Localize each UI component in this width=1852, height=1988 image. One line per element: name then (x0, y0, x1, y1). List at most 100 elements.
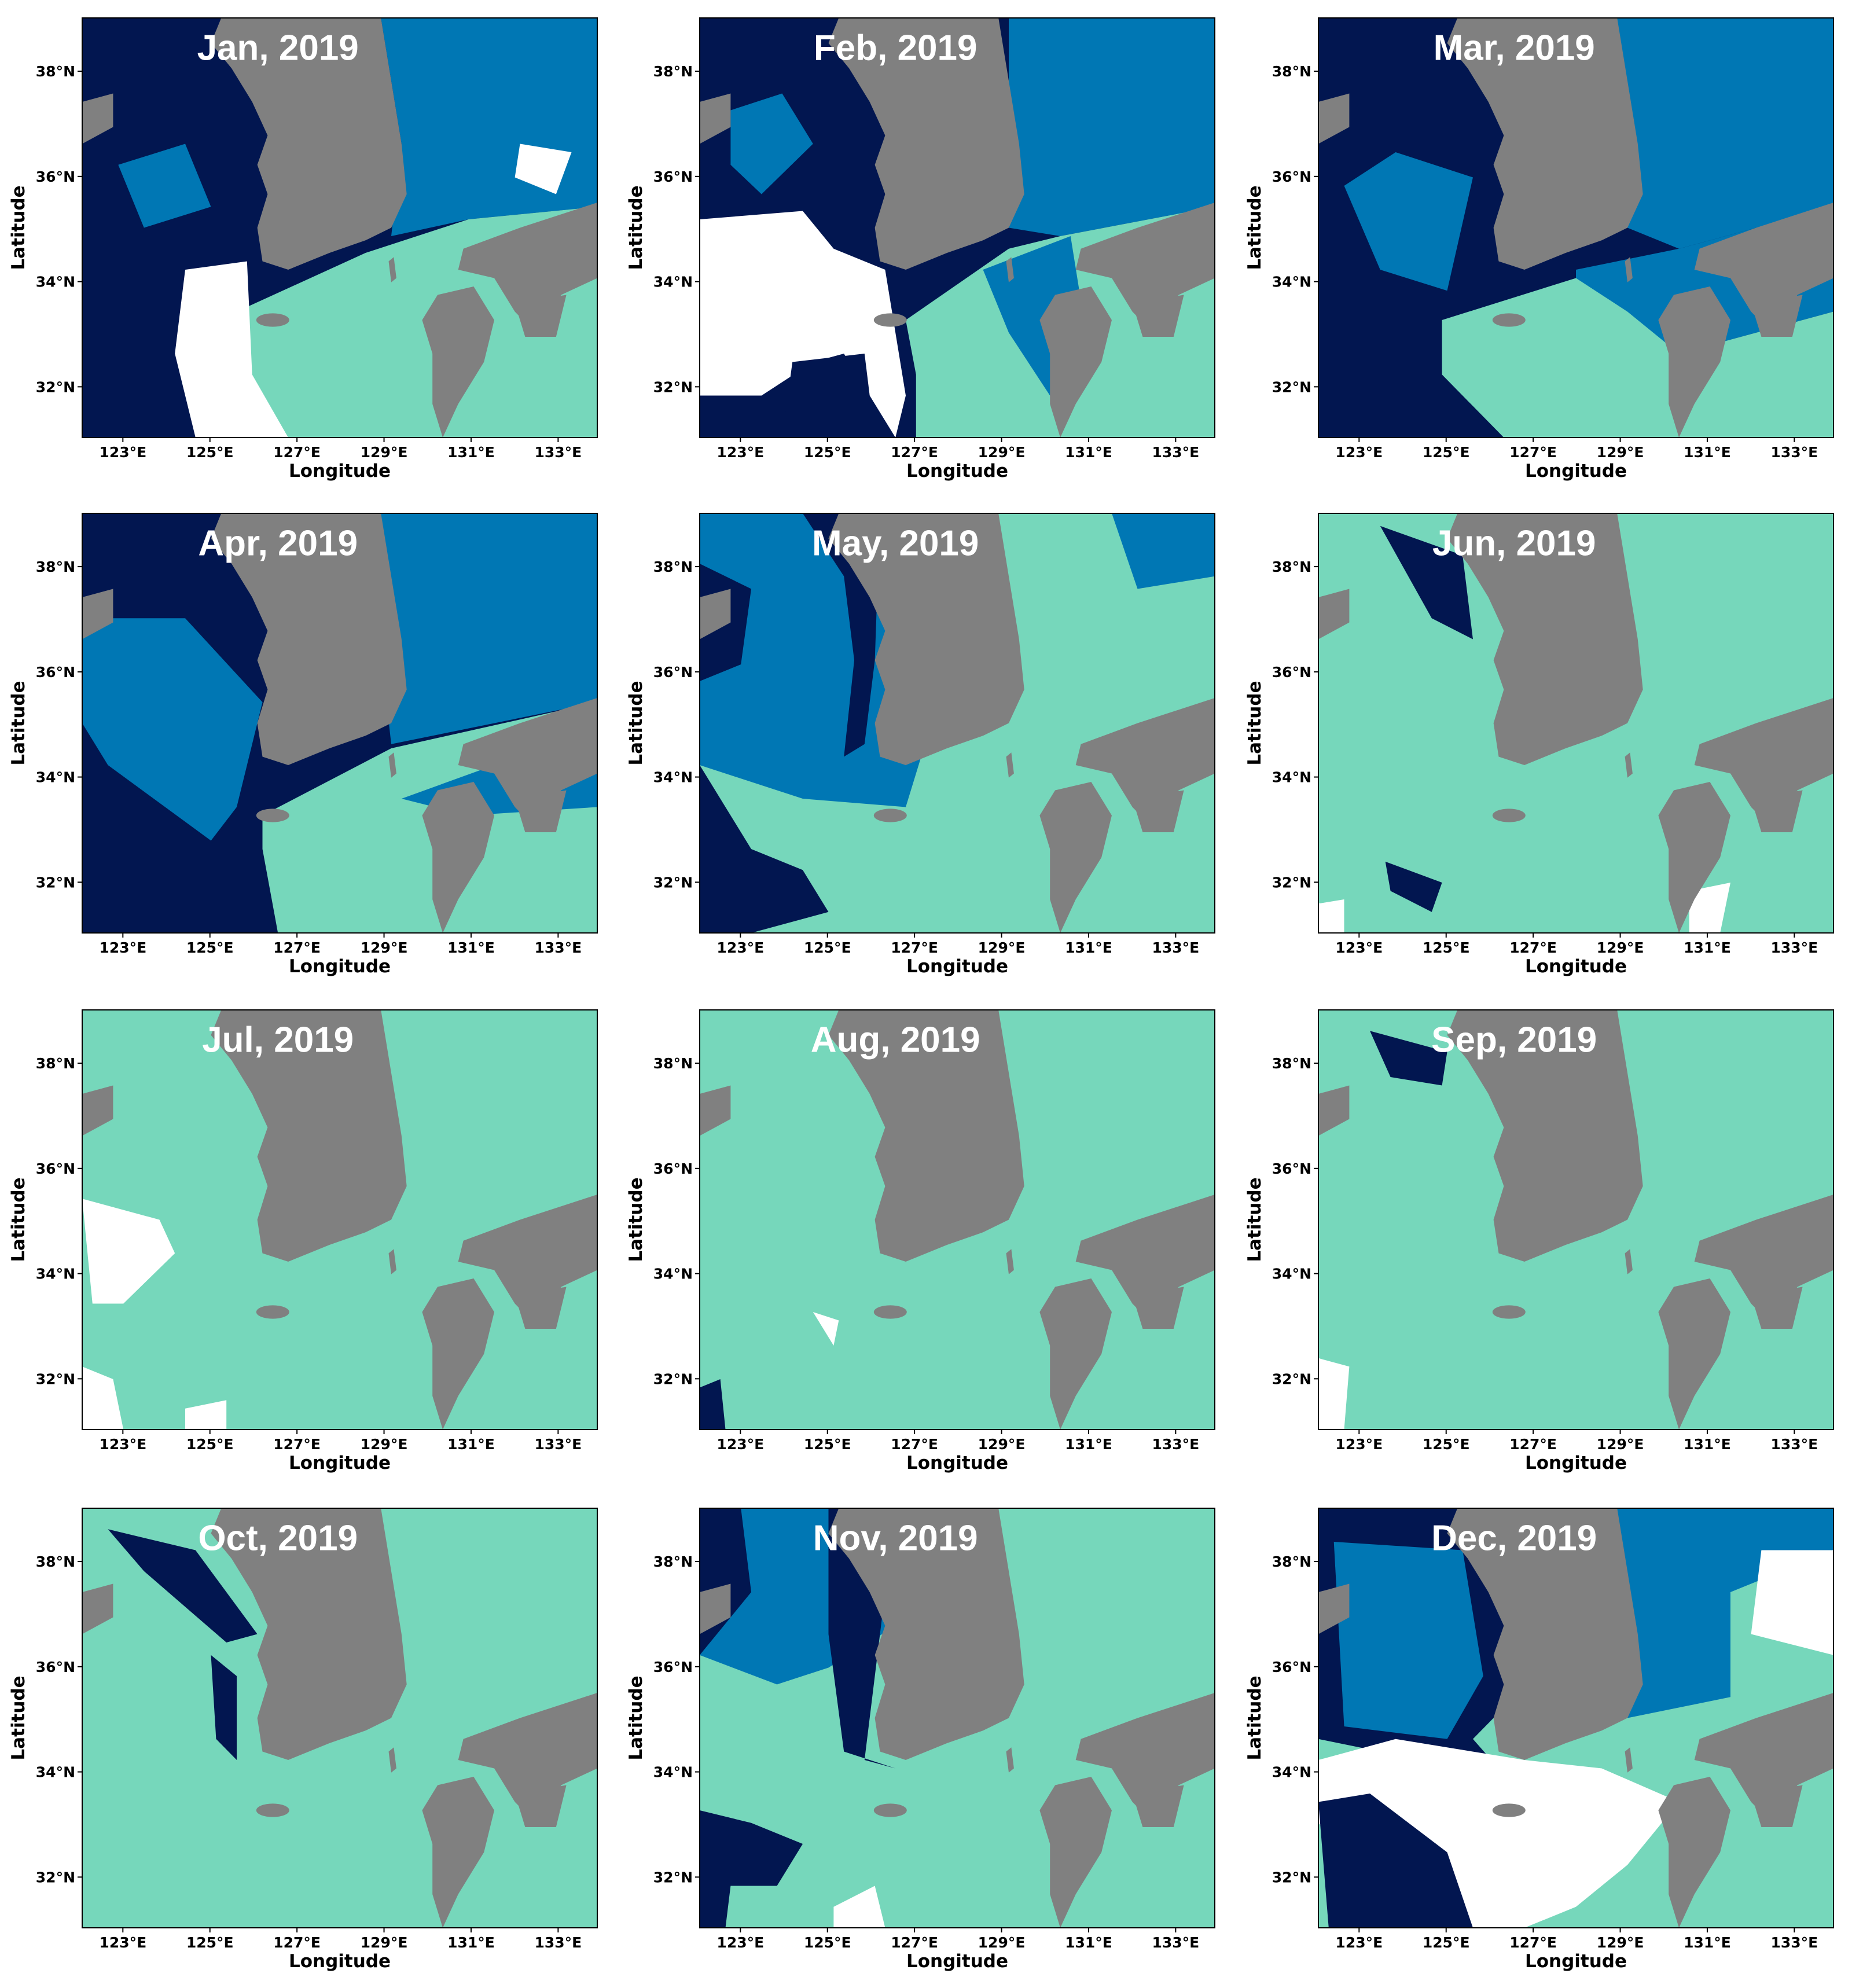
x-tick-label: 133°E (1152, 1436, 1199, 1453)
y-axis-label: Latitude (1244, 185, 1265, 270)
x-tick-label: 133°E (534, 1436, 582, 1453)
land (422, 782, 494, 933)
y-tick-label: 36°N (653, 1160, 693, 1177)
x-axis-label: Longitude (289, 1453, 391, 1473)
land (1658, 286, 1730, 438)
x-axis-label: Longitude (906, 461, 1008, 482)
sea-region (211, 1655, 237, 1760)
x-tick-label: 133°E (1770, 444, 1818, 461)
x-tick-label: 125°E (804, 444, 851, 461)
x-tick-label: 131°E (447, 1934, 495, 1951)
y-tick-label: 38°N (36, 63, 75, 80)
sea-region (82, 1199, 175, 1304)
land (1658, 1278, 1730, 1430)
y-tick-label: 34°N (653, 1266, 693, 1283)
panel-title: Jul, 2019 (202, 1020, 354, 1060)
x-axis-label: Longitude (289, 1951, 391, 1972)
land (458, 1693, 597, 1823)
x-tick-label: 129°E (978, 444, 1026, 461)
x-tick-label: 133°E (1770, 1436, 1818, 1453)
land (388, 257, 396, 282)
land (515, 295, 567, 337)
x-tick-label: 125°E (1423, 1934, 1470, 1951)
x-tick-label: 123°E (1335, 939, 1383, 956)
panel-title: Mar, 2019 (1434, 28, 1595, 68)
sea-region (1333, 1542, 1483, 1739)
x-tick-label: 133°E (1152, 1934, 1199, 1951)
land (1039, 286, 1112, 438)
y-axis-label: Latitude (1244, 1675, 1265, 1760)
land (1658, 782, 1730, 933)
y-tick-label: 34°N (36, 1266, 75, 1283)
map-frame (82, 1508, 598, 1928)
y-axis-label: Latitude (8, 1177, 29, 1262)
panel-title: Sep, 2019 (1431, 1020, 1597, 1060)
map-frame (82, 513, 598, 934)
x-tick-label: 131°E (1065, 939, 1112, 956)
x-tick-label: 129°E (978, 939, 1026, 956)
y-tick-label: 32°N (36, 379, 75, 395)
y-axis-label: Latitude (626, 1675, 646, 1760)
sea-region (730, 93, 813, 194)
land (82, 1085, 113, 1136)
land (256, 1803, 289, 1817)
land (700, 93, 731, 144)
x-tick-label: 131°E (1065, 444, 1112, 461)
land (1132, 295, 1184, 337)
land (388, 752, 396, 778)
x-tick-label: 129°E (978, 1436, 1026, 1453)
y-tick-label: 34°N (653, 1764, 693, 1781)
land (256, 809, 289, 822)
map-area (82, 1508, 597, 1928)
x-tick-label: 131°E (1684, 444, 1731, 461)
sea-region (700, 1810, 803, 1928)
land (828, 1508, 1024, 1760)
sea-region (1318, 899, 1344, 933)
x-tick-label: 123°E (99, 444, 146, 461)
x-tick-label: 127°E (891, 1934, 938, 1951)
map-area (82, 513, 597, 933)
y-tick-label: 36°N (653, 168, 693, 185)
x-tick-label: 123°E (716, 939, 764, 956)
x-tick-label: 127°E (273, 1436, 321, 1453)
land (422, 1278, 494, 1430)
land (388, 1747, 396, 1773)
land (422, 1777, 494, 1928)
land (211, 1010, 407, 1262)
x-tick-label: 127°E (1509, 1934, 1557, 1951)
x-tick-label: 125°E (804, 1934, 851, 1951)
y-axis-label: Latitude (1244, 1177, 1265, 1262)
y-tick-label: 32°N (1272, 1370, 1311, 1387)
x-tick-label: 123°E (1335, 444, 1383, 461)
map-frame (1318, 17, 1834, 438)
land (1075, 698, 1215, 828)
x-tick-label: 123°E (99, 1436, 146, 1453)
y-tick-label: 34°N (1272, 769, 1311, 786)
map-panel: Sep, 2019 123°E 125°E 127°E 129°E 131°E 133°E 3… (1244, 1009, 1834, 1473)
land (1751, 295, 1803, 337)
land (256, 1305, 289, 1319)
land (1694, 1195, 1833, 1325)
x-axis-label: Longitude (1525, 461, 1627, 482)
x-tick-label: 125°E (186, 1436, 234, 1453)
land (873, 313, 907, 327)
sea-region (700, 1379, 726, 1430)
land (256, 313, 289, 327)
sea-region (185, 1400, 227, 1430)
land (1492, 809, 1526, 822)
x-tick-label: 133°E (534, 444, 582, 461)
sea-region (700, 211, 906, 438)
x-tick-label: 131°E (447, 939, 495, 956)
x-tick-label: 129°E (1597, 444, 1644, 461)
panel-title: Jun, 2019 (1432, 524, 1596, 564)
map-frame (1318, 1508, 1834, 1928)
x-tick-label: 123°E (99, 939, 146, 956)
panel-title: Nov, 2019 (813, 1519, 978, 1559)
map-panel: Oct, 2019 123°E 125°E 127°E 129°E 131°E 133°E 3… (8, 1508, 598, 1972)
land (1625, 752, 1633, 778)
map-panel: Feb, 2019 123°E 125°E 127°E 129°E 131°E 133°E 3… (626, 17, 1215, 482)
x-tick-label: 125°E (1423, 444, 1470, 461)
land (1751, 790, 1803, 832)
sea-region (1442, 278, 1833, 438)
y-axis-label: Latitude (8, 1675, 29, 1760)
